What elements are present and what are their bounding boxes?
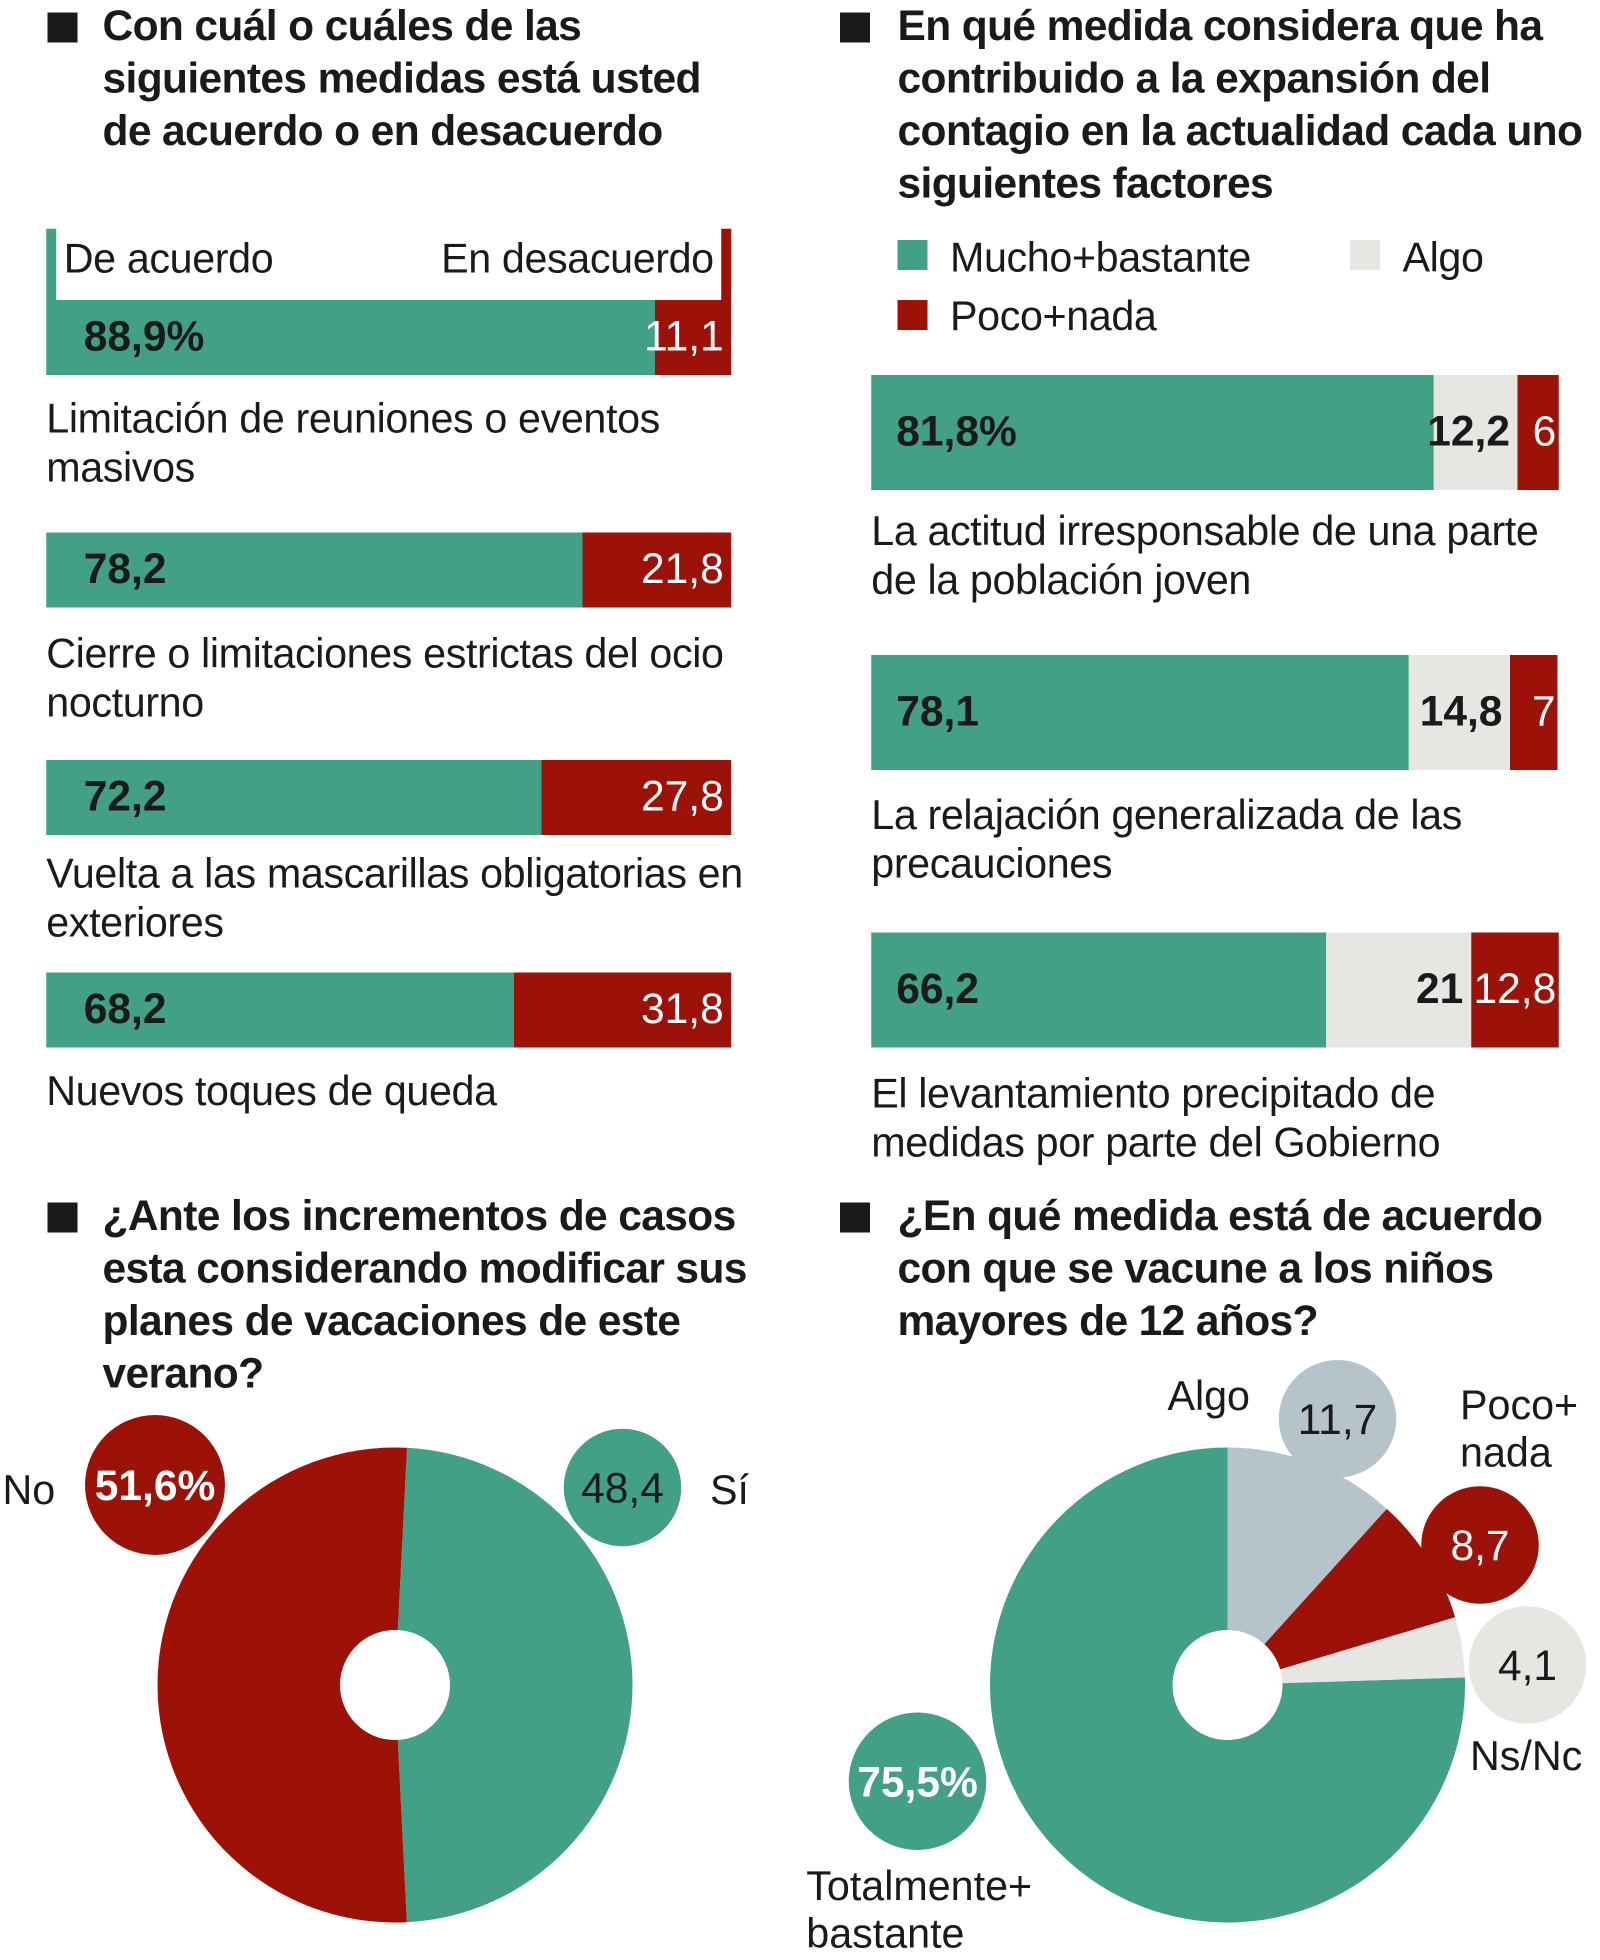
- data-label: 31,8: [640, 985, 724, 1034]
- value-bubble: [1421, 1486, 1539, 1604]
- pie-slice-algo: [1227, 1447, 1387, 1685]
- data-label: 27,8: [640, 773, 724, 821]
- slice-name-label: nada: [1460, 1429, 1552, 1475]
- data-label: 14,8: [1419, 688, 1503, 736]
- title-marker-icon: [47, 12, 78, 43]
- bar-segment-poco-nada: 7: [1509, 655, 1559, 770]
- legend-en-desacuerdo: En desacuerdo: [441, 235, 714, 282]
- bar-segment-de-acuerdo: 88,9%: [46, 300, 656, 375]
- legend-de-acuerdo: De acuerdo: [63, 235, 274, 282]
- data-label: 11,7: [1298, 1397, 1378, 1444]
- bar-segment-mucho-bastante: 66,2: [871, 932, 1327, 1048]
- value-bubble: [1278, 1360, 1397, 1478]
- bar-segment-mucho-bastante: 78,1: [871, 655, 1409, 770]
- value-bubble: [563, 1428, 682, 1547]
- value-bubble: [85, 1415, 225, 1555]
- bar-row: 66,2 21 12,8: [871, 932, 1559, 1048]
- title-marker-icon: [840, 1202, 870, 1233]
- donut-hole: [340, 1630, 450, 1740]
- title-marker-icon: [840, 12, 870, 43]
- bar-segment-algo: 21: [1326, 932, 1471, 1048]
- legend-mucho-bastante: Mucho+bastante: [950, 233, 1251, 280]
- slice-name-label: bastante: [806, 1911, 964, 1957]
- slice-name-label: Algo: [1167, 1373, 1250, 1419]
- data-label: 21: [1415, 965, 1464, 1014]
- bar-segment-poco-nada: 12,8: [1470, 932, 1559, 1048]
- category-label: La relajación generalizada de las precau…: [871, 791, 1463, 887]
- pie-slice-nsnc: [1227, 1617, 1465, 1685]
- slice-name-label: Ns/Nc: [1470, 1733, 1582, 1779]
- category-label: Limitación de reuniones o eventos masivo…: [46, 395, 660, 490]
- bar-row: 72,2 27,8: [46, 760, 732, 835]
- category-label: Nuevos toques de queda: [46, 1067, 497, 1114]
- bar-segment-de-acuerdo: 78,2: [46, 532, 582, 608]
- bar-row: 68,2 31,8: [46, 972, 732, 1048]
- bar-segment-algo: 14,8: [1408, 655, 1510, 770]
- data-label: 51,6%: [95, 1463, 216, 1510]
- chart4-title: ¿En qué medida está de acuerdo con que s…: [897, 1192, 1544, 1346]
- pie-slice-no: [157, 1447, 408, 1923]
- data-label: 78,2: [83, 545, 167, 594]
- data-label: 12,2: [1427, 408, 1510, 456]
- bar-segment-en-desacuerdo: 11,1: [644, 300, 732, 375]
- category-label: El levantamiento precipitado de medidas …: [871, 1070, 1441, 1165]
- legend-algo: Algo: [1402, 233, 1484, 280]
- legend-swatch-algo: [1350, 240, 1380, 270]
- pie-slice-s: [395, 1447, 633, 1923]
- slice-name-label: Sí: [710, 1467, 750, 1513]
- value-bubble: [848, 1712, 987, 1850]
- bar-segment-de-acuerdo: 68,2: [46, 972, 514, 1048]
- slice-name-label: Poco+: [1460, 1382, 1578, 1428]
- category-label: Cierre o limitaciones estrictas del ocio…: [46, 630, 724, 725]
- title-marker-icon: [47, 1202, 78, 1233]
- bar-segment-en-desacuerdo: 31,8: [513, 972, 732, 1048]
- data-label: 81,8%: [896, 408, 1017, 456]
- bar-segment-mucho-bastante: 81,8%: [871, 375, 1434, 490]
- data-label: 21,8: [640, 545, 724, 594]
- data-label: 66,2: [896, 965, 979, 1014]
- donut-hole: [1172, 1630, 1283, 1740]
- bar-segment-de-acuerdo: 72,2: [46, 760, 541, 835]
- bar-segment-poco-nada: 6: [1517, 375, 1559, 490]
- bar-segment-en-desacuerdo: 27,8: [540, 760, 732, 835]
- bar-segment-en-desacuerdo: 21,8: [581, 532, 732, 608]
- legend-swatch-mucho: [897, 240, 928, 270]
- bar-row: 78,2 21,8: [46, 532, 732, 608]
- chart3-title: ¿Ante los incrementos de casos esta cons…: [102, 1192, 748, 1398]
- chart2-title: En qué medida considera que ha contribui…: [897, 2, 1583, 208]
- slice-name-label: Totalmente+: [806, 1863, 1032, 1909]
- data-label: 72,2: [83, 773, 167, 821]
- data-label: 75,5%: [857, 1759, 978, 1806]
- data-label: 7: [1531, 688, 1556, 736]
- bar-row: 81,8% 12,2 6: [871, 375, 1559, 490]
- data-label: 11,1: [644, 313, 724, 361]
- pie-slice-poconada: [1227, 1508, 1456, 1685]
- category-label: La actitud irresponsable de una parte de…: [871, 507, 1539, 603]
- data-label: 4,1: [1498, 1643, 1557, 1690]
- data-label: 6: [1532, 408, 1557, 456]
- value-bubble: [1468, 1606, 1587, 1724]
- chart1-title: Con cuál o cuáles de las siguientes medi…: [102, 2, 702, 156]
- bar-segment-algo: 12,2: [1427, 375, 1518, 490]
- data-label: 48,4: [581, 1466, 664, 1513]
- bar-row: 78,1 14,8 7: [871, 655, 1559, 770]
- data-label: 88,9%: [83, 313, 205, 361]
- legend-swatch-poco: [897, 300, 928, 330]
- category-label: Vuelta a las mascarillas obligatorias en…: [46, 850, 743, 945]
- data-label: 78,1: [896, 688, 979, 736]
- data-label: 8,7: [1450, 1523, 1509, 1570]
- slice-name-label: No: [3, 1467, 56, 1513]
- data-label: 12,8: [1473, 965, 1557, 1014]
- data-label: 68,2: [83, 985, 167, 1034]
- bar-row: 88,9% 11,1: [46, 300, 732, 375]
- chart1-legend: De acuerdo En desacuerdo: [46, 228, 732, 300]
- legend-poco-nada: Poco+nada: [950, 292, 1157, 339]
